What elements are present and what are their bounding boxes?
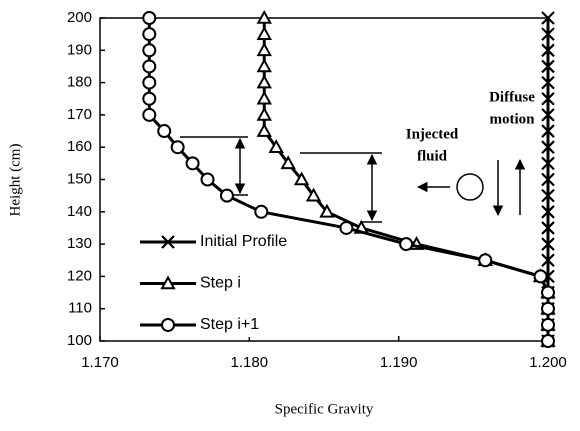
marker (293, 171, 310, 186)
marker (142, 75, 157, 90)
marker (541, 205, 555, 219)
marker (541, 317, 555, 332)
marker (142, 59, 157, 74)
legend-marker (160, 275, 176, 290)
marker (142, 27, 157, 42)
marker (541, 237, 555, 251)
y-tick-label: 150 (67, 170, 92, 187)
arrows (180, 136, 526, 223)
marker (533, 269, 548, 284)
marker (142, 91, 157, 106)
marker (157, 124, 172, 139)
marker (339, 220, 354, 235)
legend-label: Step i (200, 275, 241, 292)
marker (541, 27, 555, 41)
marker (541, 43, 555, 58)
x-tick-label: 1.190 (380, 354, 418, 371)
marker (142, 43, 157, 58)
marker (256, 74, 272, 89)
marker (219, 188, 234, 203)
marker (170, 140, 185, 155)
marker (541, 156, 555, 171)
marker (541, 253, 555, 268)
marker (541, 108, 555, 122)
marker (256, 26, 272, 40)
x-tick-label: 1.200 (529, 354, 567, 371)
marker (280, 155, 296, 170)
legend-marker (161, 235, 175, 249)
marker (142, 11, 157, 25)
marker (541, 334, 555, 348)
marker (541, 285, 555, 300)
y-tick-label: 200 (67, 9, 92, 26)
annotation: motion (490, 111, 536, 127)
marker (256, 106, 272, 121)
marker (268, 139, 284, 153)
circle (456, 173, 484, 201)
y-tick-label: 140 (67, 203, 92, 220)
y-tick-label: 170 (67, 106, 92, 123)
y-tick-label: 180 (67, 74, 92, 91)
legend-marker (161, 318, 175, 332)
marker (256, 9, 272, 24)
y-tick-label: 190 (67, 41, 92, 58)
marker (142, 107, 157, 122)
series-line (262, 18, 550, 341)
marker (254, 204, 269, 219)
marker (256, 58, 272, 73)
y-tick-label: 130 (67, 235, 92, 252)
marker (399, 237, 414, 252)
marker (541, 75, 555, 90)
marker (541, 221, 555, 235)
legend-label: Initial Profile (200, 233, 287, 250)
annotation: Diffuse (489, 89, 535, 105)
annotation: fluid (417, 148, 448, 164)
marker (541, 140, 555, 154)
marker (541, 124, 555, 138)
marker (185, 156, 200, 171)
x-tick-label: 1.180 (231, 354, 269, 371)
y-tick-label: 160 (67, 138, 92, 155)
x-axis-title: Specific Gravity (275, 401, 374, 417)
y-axis-title: Height (cm) (7, 144, 23, 217)
marker (541, 59, 555, 74)
y-tick-label: 110 (68, 300, 92, 317)
marker (305, 187, 322, 202)
x-tick-label: 1.170 (81, 354, 119, 371)
marker (256, 42, 272, 57)
y-tick-label: 100 (67, 332, 92, 349)
marker (541, 188, 555, 203)
marker (541, 11, 555, 25)
y-tick-label: 120 (67, 267, 92, 284)
marker (478, 253, 493, 268)
marker (200, 172, 215, 187)
marker (541, 301, 555, 316)
marker (319, 203, 335, 218)
annotation: Injected (406, 126, 459, 142)
marker (541, 91, 555, 106)
marker (256, 90, 272, 105)
marker (541, 172, 555, 187)
marker (256, 122, 272, 137)
legend-label: Step i+1 (200, 316, 259, 333)
